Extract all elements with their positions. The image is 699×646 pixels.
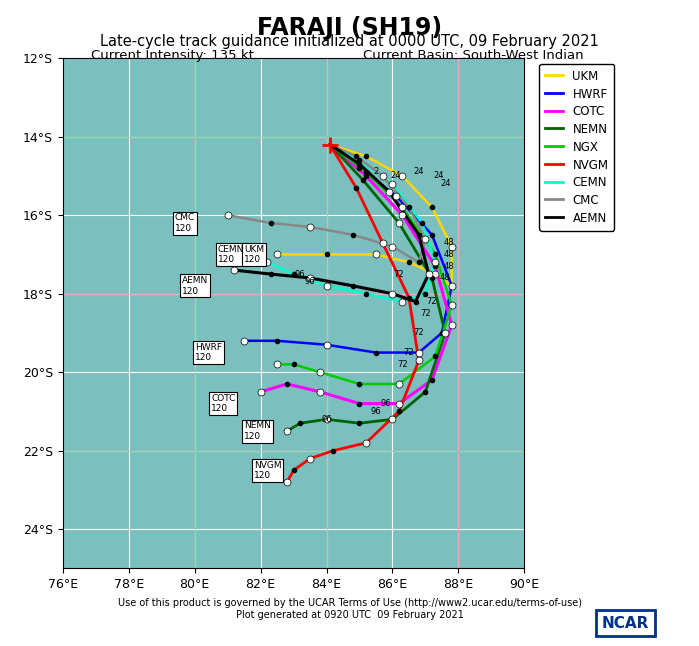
- Text: 24: 24: [391, 171, 401, 180]
- Text: NEMN
120: NEMN 120: [244, 421, 271, 441]
- Text: FARAJI (SH19): FARAJI (SH19): [257, 16, 442, 40]
- Text: COTC
120: COTC 120: [211, 394, 236, 413]
- Text: 2: 2: [373, 167, 379, 176]
- Text: CEMN
120: CEMN 120: [218, 245, 244, 264]
- Text: 96: 96: [380, 399, 391, 408]
- Text: 72: 72: [414, 328, 424, 337]
- Text: 24: 24: [440, 179, 450, 188]
- Text: Use of this product is governed by the UCAR Terms of Use (http://www2.ucar.edu/t: Use of this product is governed by the U…: [117, 598, 582, 607]
- Text: 96: 96: [295, 269, 305, 278]
- Text: 48: 48: [443, 238, 454, 247]
- Text: Current Basin: South-West Indian: Current Basin: South-West Indian: [363, 49, 584, 62]
- Text: HWRF
120: HWRF 120: [195, 343, 222, 362]
- Text: 72: 72: [426, 297, 438, 306]
- Text: 72: 72: [397, 360, 408, 369]
- Text: 72: 72: [394, 269, 404, 278]
- Text: 96: 96: [370, 407, 381, 416]
- Text: CMC
120: CMC 120: [175, 213, 195, 233]
- Text: NCAR: NCAR: [602, 616, 649, 631]
- Text: 72: 72: [403, 348, 415, 357]
- Text: 96: 96: [305, 277, 315, 286]
- Legend: UKM, HWRF, COTC, NEMN, NGX, NVGM, CEMN, CMC, AEMN: UKM, HWRF, COTC, NEMN, NGX, NVGM, CEMN, …: [540, 64, 614, 231]
- Text: 96: 96: [322, 415, 332, 424]
- Text: Plot generated at 0920 UTC  09 February 2021: Plot generated at 0920 UTC 09 February 2…: [236, 610, 463, 620]
- Text: 24: 24: [433, 171, 444, 180]
- Text: 48: 48: [443, 262, 454, 271]
- Text: Current Intensity: 135 kt: Current Intensity: 135 kt: [91, 49, 254, 62]
- Text: 48: 48: [440, 273, 450, 282]
- Text: 24: 24: [414, 167, 424, 176]
- Text: NVGM
120: NVGM 120: [254, 461, 282, 480]
- Text: UKM
120: UKM 120: [244, 245, 264, 264]
- Text: 72: 72: [420, 309, 431, 318]
- Text: 48: 48: [443, 250, 454, 259]
- Text: AEMN
120: AEMN 120: [182, 276, 208, 295]
- Text: Late-cycle track guidance initialized at 0000 UTC, 09 February 2021: Late-cycle track guidance initialized at…: [100, 34, 599, 48]
